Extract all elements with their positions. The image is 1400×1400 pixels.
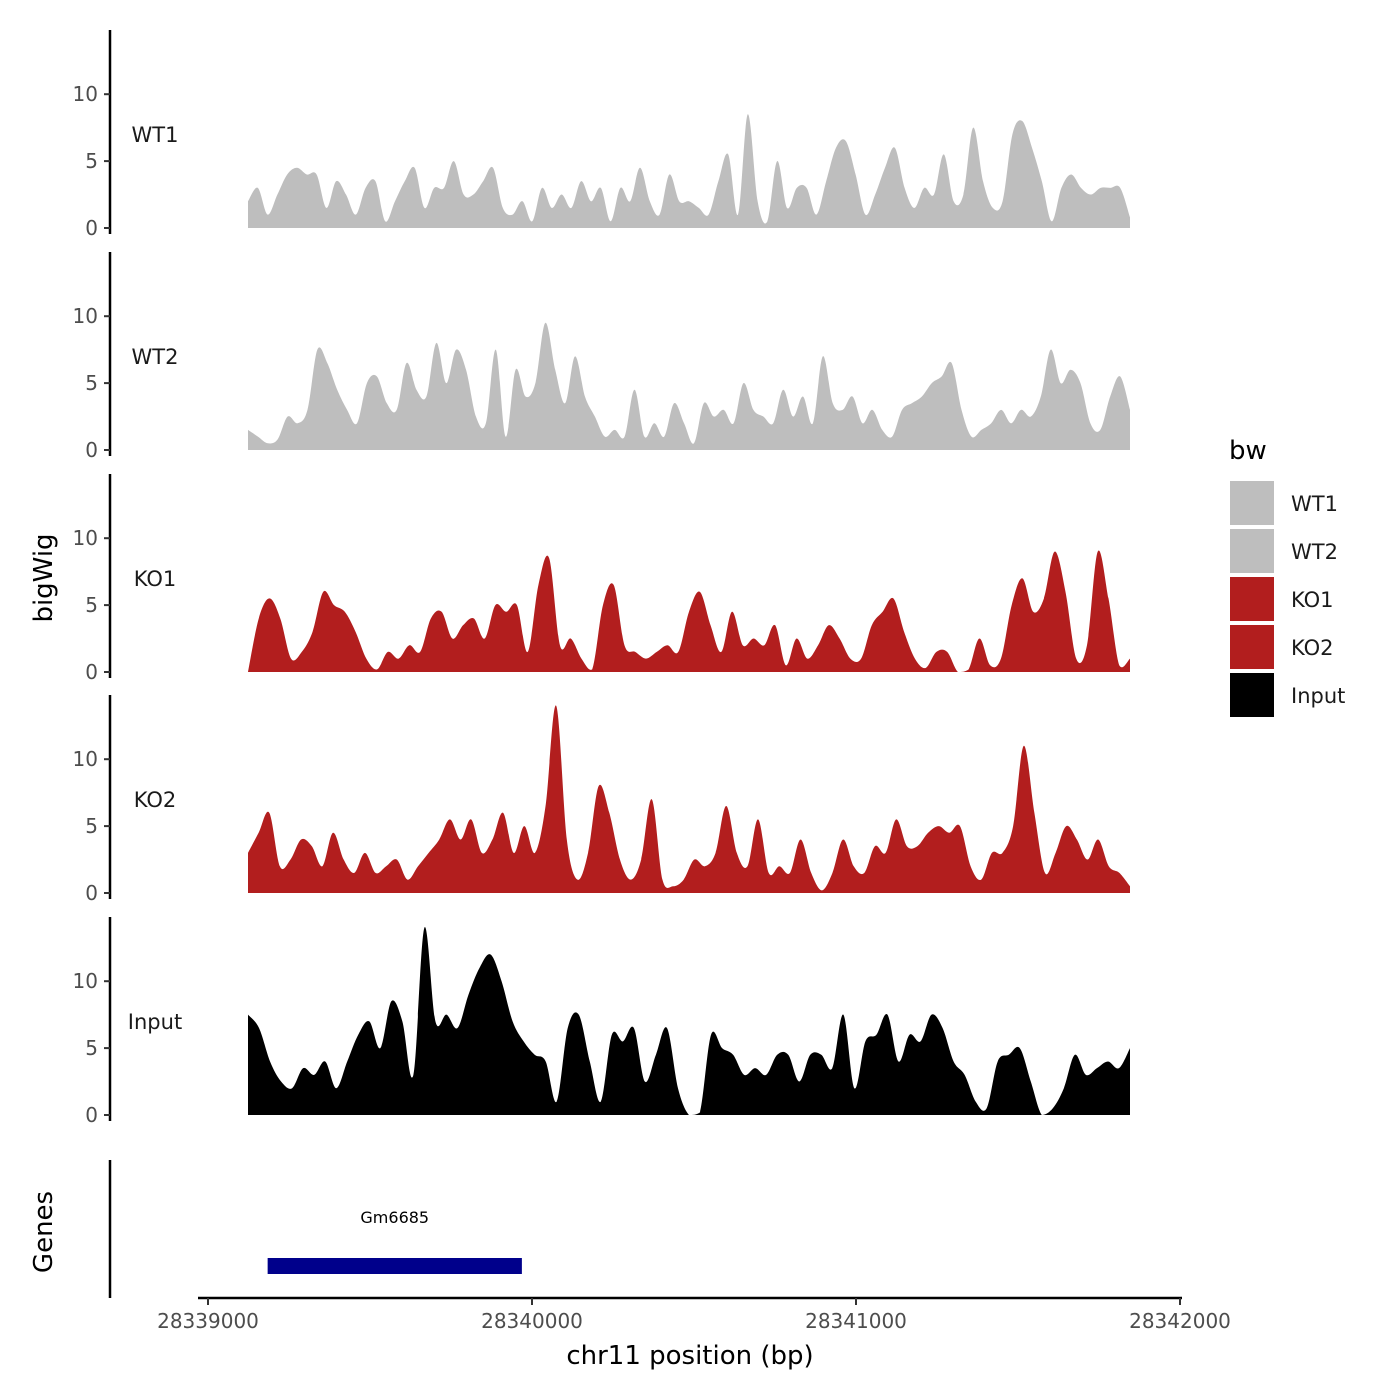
legend-swatch-wt1	[1228, 479, 1276, 527]
legend-swatch-ko2	[1228, 623, 1276, 671]
legend-swatch-ko1	[1228, 575, 1276, 623]
x-axis: 28339000 28340000 28341000 28342000	[157, 1296, 1231, 1333]
x-axis-title: chr11 position (bp)	[566, 1341, 813, 1371]
y-tick-label: 5	[85, 149, 98, 173]
legend-swatch-wt2	[1228, 527, 1276, 575]
gene-body	[267, 1258, 522, 1274]
x-tick-label: 28340000	[481, 1309, 583, 1333]
signal-area-wt2	[248, 322, 1130, 450]
y-tick-label: 10	[73, 969, 98, 993]
y-tick-label: 5	[85, 371, 98, 395]
x-tick-label: 28341000	[805, 1309, 907, 1333]
track-ko2: 0 5 10 KO2	[73, 695, 1130, 905]
track-ko1: 0 5 10 KO1	[73, 474, 1130, 684]
track-label-ko2: KO2	[134, 788, 177, 812]
legend: bw WT1 WT2 KO1 KO2 Input	[1228, 436, 1345, 719]
y-tick-label: 10	[73, 526, 98, 550]
legend-swatch-input	[1228, 671, 1276, 719]
y-tick-label: 10	[73, 304, 98, 328]
x-tick-label: 28339000	[157, 1309, 259, 1333]
y-tick-label: 10	[73, 82, 98, 106]
signal-tracks: 0 5 10 WT1 0 5 10 WT2 0 5 10 KO1 0 5 10 KO2 0 5 10 Input	[73, 30, 1130, 1127]
gene-panel: Gm6685	[108, 1160, 522, 1298]
legend-label-ko1: KO1	[1291, 588, 1334, 612]
y-tick-label: 10	[73, 747, 98, 771]
track-input: 0 5 10 Input	[73, 917, 1130, 1127]
track-label-wt2: WT2	[132, 345, 179, 369]
track-label-input: Input	[128, 1010, 182, 1034]
signal-area-input	[248, 927, 1130, 1115]
track-label-wt1: WT1	[132, 123, 179, 147]
signal-area-ko2	[248, 705, 1130, 893]
legend-label-input: Input	[1291, 684, 1345, 708]
y-tick-label: 0	[85, 1103, 98, 1127]
y-tick-label: 0	[85, 660, 98, 684]
track-wt2: 0 5 10 WT2	[73, 252, 1130, 462]
x-tick-label: 28342000	[1129, 1309, 1231, 1333]
y-tick-label: 5	[85, 593, 98, 617]
y-tick-label: 5	[85, 1036, 98, 1060]
track-wt1: 0 5 10 WT1	[73, 30, 1130, 240]
y-tick-label: 5	[85, 814, 98, 838]
track-label-ko1: KO1	[134, 567, 177, 591]
y-tick-label: 0	[85, 881, 98, 905]
y-axis-title: bigWig	[29, 533, 59, 622]
signal-area-wt1	[248, 114, 1130, 228]
legend-label-wt2: WT2	[1291, 540, 1338, 564]
signal-area-ko1	[248, 550, 1130, 672]
gene-label: Gm6685	[360, 1208, 429, 1227]
legend-title: bw	[1229, 436, 1267, 466]
y-tick-label: 0	[85, 216, 98, 240]
legend-label-wt1: WT1	[1291, 492, 1338, 516]
genes-axis-title: Genes	[29, 1191, 59, 1273]
legend-label-ko2: KO2	[1291, 636, 1334, 660]
y-tick-label: 0	[85, 438, 98, 462]
